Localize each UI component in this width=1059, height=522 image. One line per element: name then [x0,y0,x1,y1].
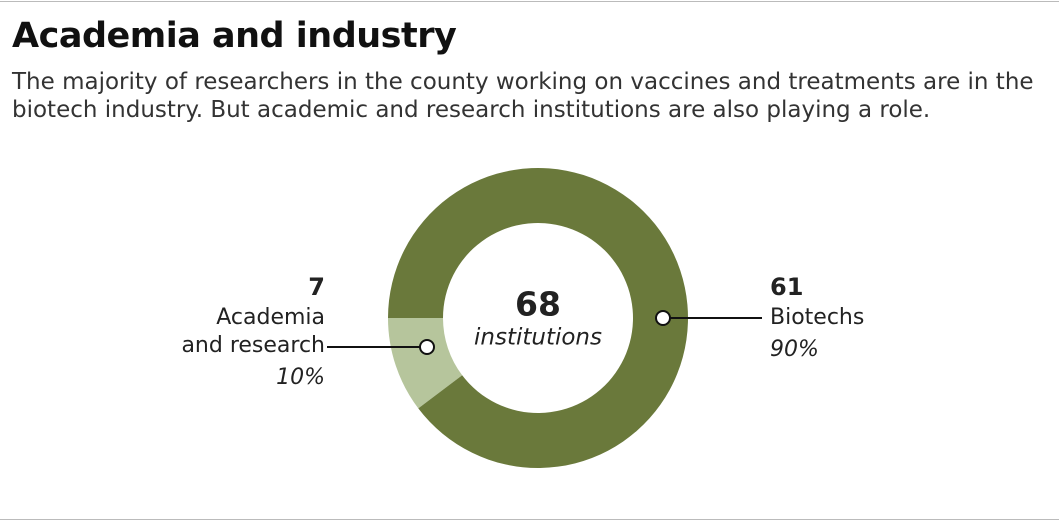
percent-label: 90% [770,337,819,362]
leader-dot [655,310,671,326]
donut-segment [388,168,689,469]
leader-dot [419,339,435,355]
center-value: 68 [515,285,561,324]
donut-segment [388,318,463,409]
center-label: institutions [474,325,602,351]
value-label: 7 [308,273,325,301]
category-label: Academia and research [181,305,325,358]
bottom-rule [0,519,1059,520]
top-rule [0,1,1059,2]
value-label: 61 [770,273,803,301]
chart-subtitle: The majority of researchers in the count… [12,69,1034,123]
percent-label: 10% [276,365,325,390]
category-label: Biotechs [770,305,864,330]
chart-title: Academia and industry [12,16,457,56]
